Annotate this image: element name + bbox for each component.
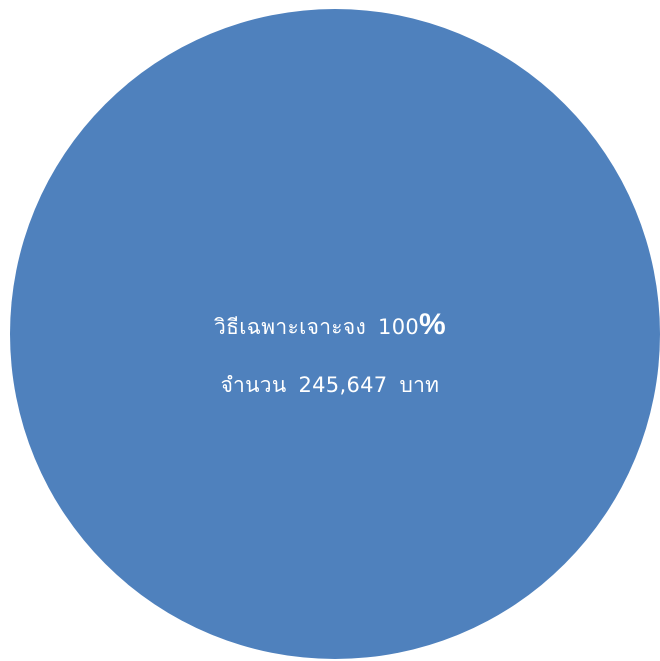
slice-label-category-line: วิธีเฉพาะเจาะจง 100% [0, 308, 660, 344]
slice-percent-value: 100 [378, 315, 420, 339]
slice-amount-unit: บาท [399, 373, 440, 397]
slice-amount-prefix: จำนวน [220, 373, 287, 397]
slice-amount-value: 245,647 [298, 373, 388, 397]
slice-label-amount-line: จำนวน 245,647 บาท [0, 369, 660, 402]
slice-category-label: วิธีเฉพาะเจาะจง [214, 315, 367, 339]
pie-slice-0 [10, 9, 660, 659]
slice-percent-sign: % [419, 308, 446, 341]
